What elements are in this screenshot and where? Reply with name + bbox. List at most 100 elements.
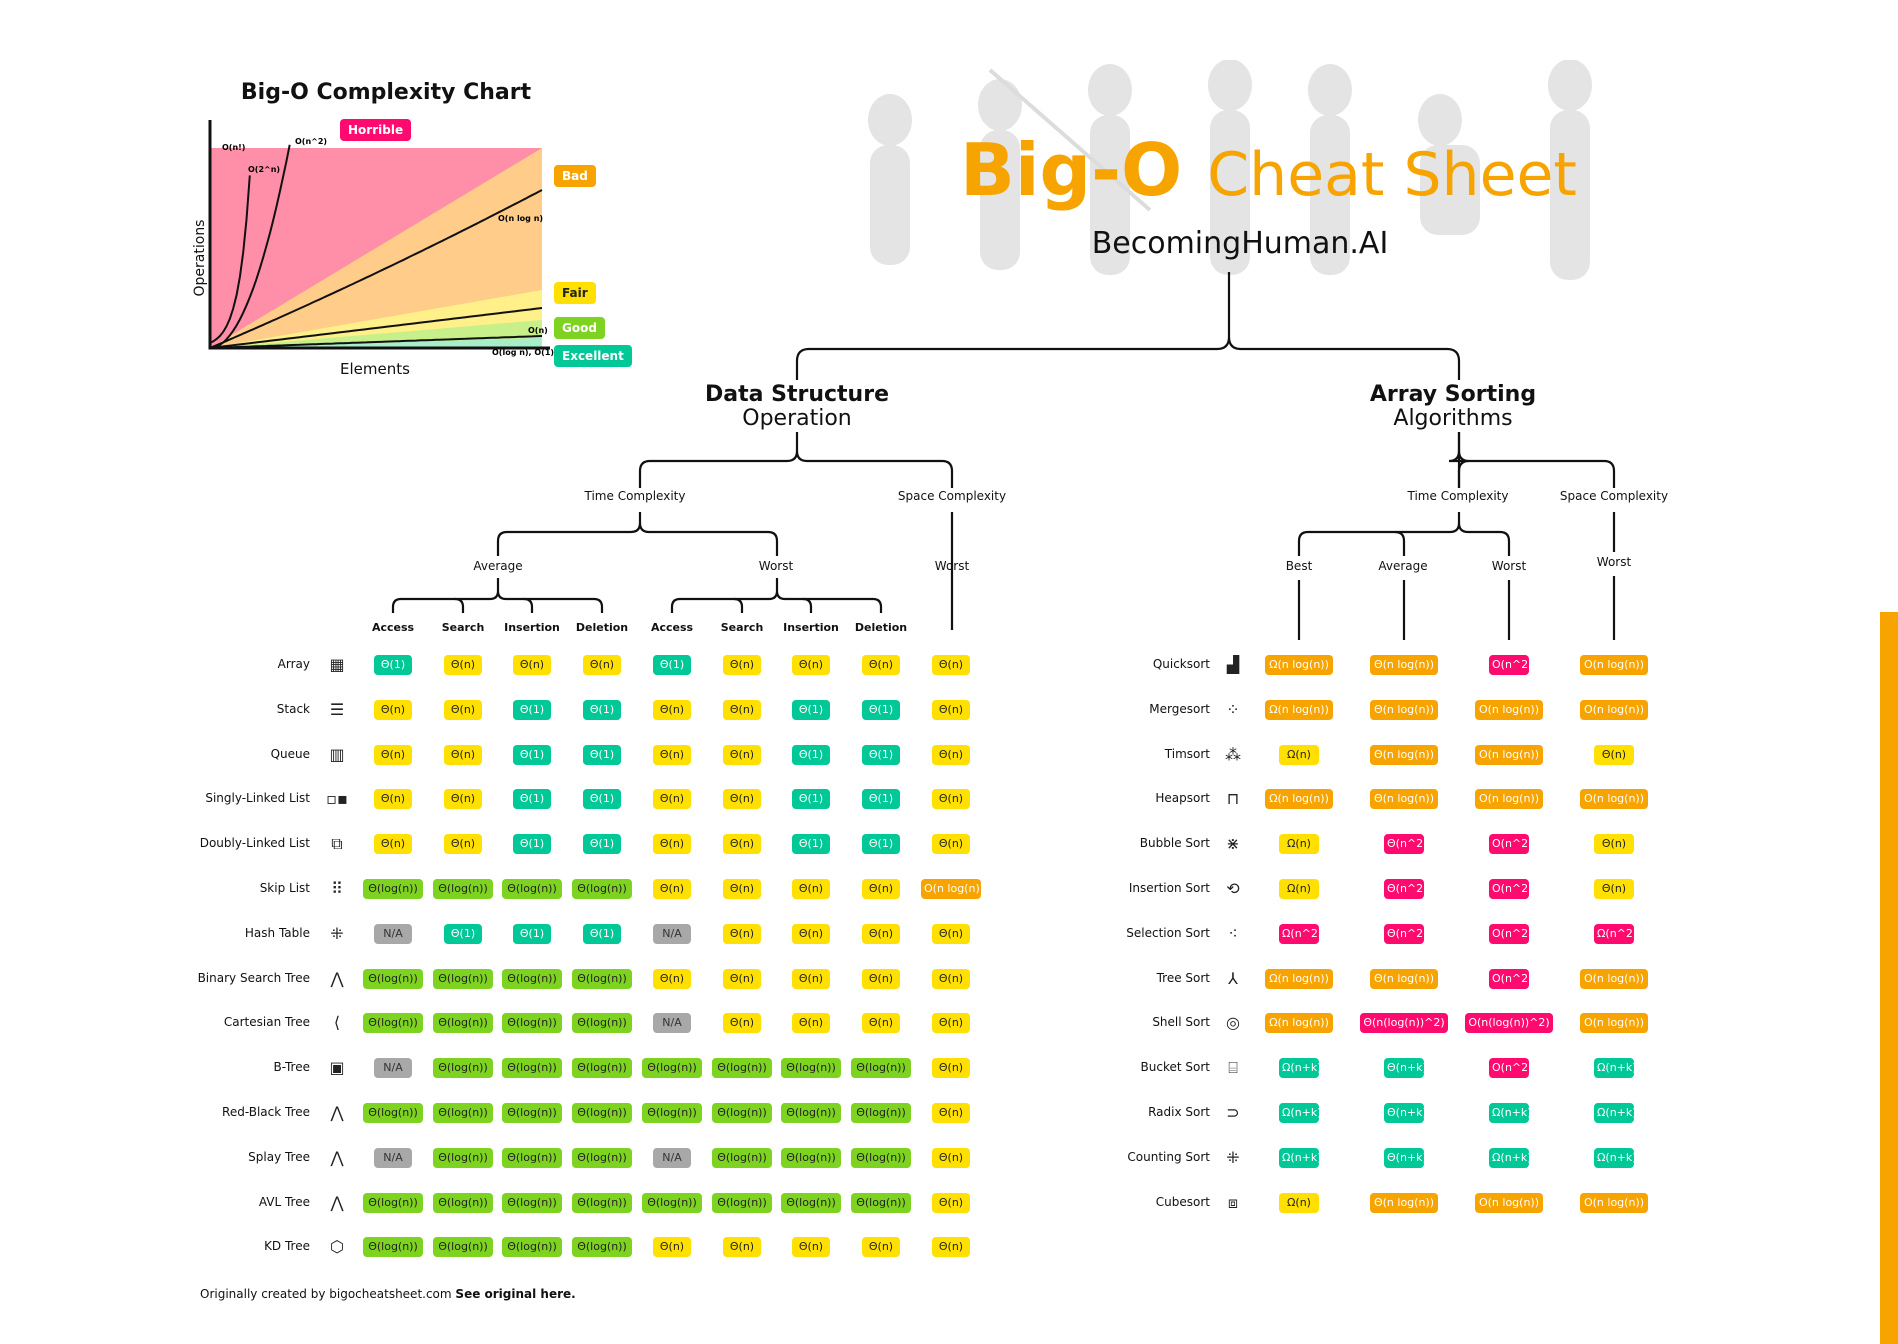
sort-row-label: Tree Sort (1156, 970, 1210, 985)
connector-line (638, 450, 954, 488)
ds-col-header: Search (720, 621, 764, 634)
complexity-badge: O(n log(n)) (1580, 789, 1648, 810)
complexity-badge: Θ(log(n)) (712, 1192, 772, 1213)
complexity-badge: Θ(n) (444, 744, 482, 765)
complexity-badge: Θ(n) (723, 655, 761, 675)
complexity-badge: Ω(n+k) (1594, 1058, 1637, 1079)
complexity-badge: Θ(n) (653, 744, 691, 765)
complexity-badge: Θ(log(n)) (712, 1058, 772, 1079)
complexity-badge: Θ(log(n)) (363, 1013, 423, 1034)
connector-line (802, 597, 813, 613)
footer-credit: Originally created by bigocheatsheet.com… (200, 1287, 576, 1301)
bubble-sort-icon: ⋇ (1226, 834, 1240, 854)
page-subtitle: BecomingHuman.AI (1091, 226, 1389, 261)
sort-row-label: Selection Sort (1126, 925, 1210, 940)
complexity-badge: Θ(log(n)) (712, 1103, 772, 1123)
queue-icon: ▥ (329, 744, 345, 764)
ds-row-label: Singly-Linked List (205, 791, 310, 806)
complexity-badge: Ω(n^2) (1594, 923, 1637, 944)
binary-search-tree-icon: ⋀ (330, 968, 344, 988)
sort-worst-label: Worst (1491, 559, 1527, 573)
complexity-badge: Θ(log(n)) (851, 1103, 911, 1123)
complexity-badge: Θ(log(n)) (572, 1147, 632, 1168)
complexity-badge: Θ(n) (374, 834, 412, 855)
complexity-badge: Θ(1) (513, 744, 551, 765)
complexity-badge: Θ(n log(n)) (1370, 699, 1438, 720)
complexity-badge: Ω(n) (1279, 744, 1319, 765)
complexity-badge: Θ(n) (932, 923, 970, 944)
ds-row-label: Binary Search Tree (197, 970, 310, 985)
complexity-badge: Θ(log(n)) (851, 1058, 911, 1079)
complexity-badge: Θ(n) (932, 699, 970, 720)
see-original-link[interactable]: See original here. (455, 1287, 576, 1301)
complexity-badge: Θ(n) (583, 655, 621, 675)
shell-sort-icon: ◎ (1226, 1013, 1240, 1033)
ds-row-label: Stack (276, 701, 310, 716)
complexity-badge: Θ(log(n)) (851, 1147, 911, 1168)
complexity-badge: Ω(n+k) (1594, 1147, 1637, 1168)
complexity-badge: Θ(n) (653, 1237, 691, 1258)
ds-space-complexity-label: Space Complexity (897, 489, 1007, 503)
complexity-badge: O(n^2) (1489, 879, 1532, 899)
ds-col-header: Deletion (575, 621, 629, 634)
sort-space-complexity-label: Space Complexity (1559, 489, 1669, 503)
sort-row-label: Cubesort (1155, 1194, 1210, 1209)
bucket-sort-icon: ⌸ (1228, 1058, 1238, 1078)
sort-row-label: Counting Sort (1127, 1149, 1210, 1164)
sort-average-label: Average (1378, 559, 1428, 573)
complexity-badge: Θ(log(n)) (433, 879, 493, 899)
complexity-badge: Θ(n^2) (1384, 923, 1427, 944)
complexity-badge: O(n log(n)) (1580, 1013, 1648, 1034)
complexity-badge: Θ(1) (513, 789, 551, 810)
ds-row-label: Queue (270, 746, 310, 761)
complexity-badge: Θ(n) (862, 968, 900, 989)
complexity-badge: Θ(n) (1594, 834, 1634, 855)
connector-line (1394, 530, 1406, 556)
splay-tree-icon: ⋀ (330, 1147, 344, 1167)
complexity-badge: Θ(n) (932, 968, 970, 989)
complexity-badge: Θ(log(n)) (433, 1013, 493, 1034)
complexity-badge: Ω(n log(n)) (1265, 655, 1333, 675)
complexity-badge: Θ(log(n)) (433, 1103, 493, 1123)
complexity-badge: Θ(log(n)) (572, 1013, 632, 1034)
sort-row-label: Bucket Sort (1140, 1060, 1210, 1075)
complexity-badge: Θ(n) (862, 879, 900, 899)
complexity-badge: Θ(log(n)) (363, 1237, 423, 1258)
complexity-badge: Θ(n) (653, 789, 691, 810)
complexity-badge: Θ(n(log(n))^2) (1360, 1013, 1448, 1034)
complexity-badge: Ω(n log(n)) (1265, 1013, 1333, 1034)
connector-line (1297, 522, 1511, 556)
connector-line (670, 590, 883, 613)
complexity-badge: Θ(n) (1594, 879, 1634, 899)
complexity-badge: Θ(n) (723, 834, 761, 855)
nlogn-curve (209, 189, 543, 349)
complexity-badge: Θ(log(n)) (363, 879, 423, 899)
ds-col-header: Search (441, 621, 485, 634)
hash-table-icon: ⁜ (330, 923, 344, 943)
ds-row-label: Array (277, 657, 310, 671)
complexity-badge: Θ(log(n)) (642, 1103, 702, 1123)
complexity-badge: Θ(n) (513, 655, 551, 675)
complexity-badge: O(n log(n)) (1475, 699, 1543, 720)
complexity-badge: Θ(n log(n)) (1370, 789, 1438, 810)
complexity-badge: Θ(log(n)) (502, 1237, 562, 1258)
connector-line (391, 590, 604, 613)
sort-row-label: Radix Sort (1148, 1105, 1210, 1119)
complexity-badge: Θ(n^2) (1384, 879, 1427, 899)
complexity-badge: Θ(log(n)) (572, 1237, 632, 1258)
b-tree-icon: ▣ (329, 1058, 345, 1078)
complexity-badge: Θ(n+k) (1384, 1147, 1427, 1168)
complexity-badge: N/A (653, 923, 691, 944)
complexity-badge: N/A (653, 1013, 691, 1034)
complexity-badge: Ω(n log(n)) (1265, 699, 1333, 720)
complexity-badge: Θ(1) (862, 744, 900, 765)
complexity-badge: Θ(n) (374, 744, 412, 765)
complexity-badge: Θ(n) (723, 923, 761, 944)
cartesian-tree-icon: ⟨ (333, 1013, 341, 1033)
doubly-linked-list-icon: ⧉ (331, 834, 343, 854)
ds-average-label: Average (473, 559, 523, 573)
complexity-badge: Θ(n) (792, 968, 830, 989)
complexity-badge: Ω(n+k) (1489, 1103, 1532, 1123)
sort-row-label: Heapsort (1155, 791, 1210, 806)
complexity-badge: Θ(n) (723, 968, 761, 989)
